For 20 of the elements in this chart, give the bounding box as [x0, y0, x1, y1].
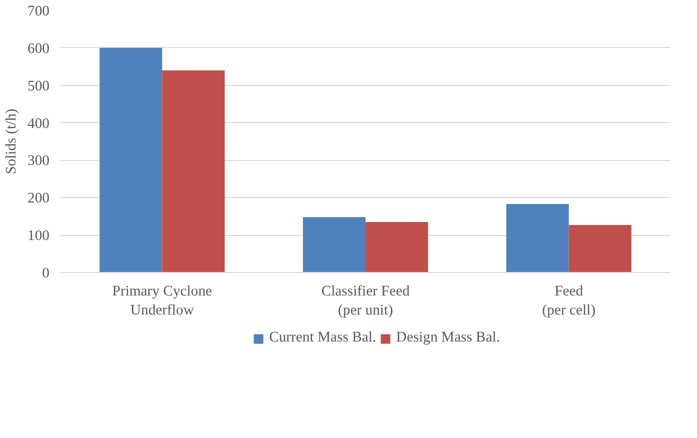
legend-label: Current Mass Bal.	[269, 330, 376, 346]
bar	[366, 222, 428, 272]
x-tick-label: Feed (per cell)	[542, 284, 596, 319]
x-tick-label: Classifier Feed (per unit)	[321, 284, 410, 319]
y-tick-label: 500	[28, 78, 50, 94]
y-tick-label: 300	[28, 153, 50, 170]
legend-label: Design Mass Bal.	[396, 330, 500, 346]
y-tick-label: 600	[28, 40, 50, 57]
bar	[302, 217, 366, 272]
y-tick-label: 700	[28, 4, 50, 20]
bar	[100, 48, 162, 272]
y-tick-label: 100	[28, 228, 50, 244]
bar	[568, 224, 632, 272]
x-tick-label: Primary Cyclone Underflow	[112, 284, 212, 319]
y-tick-label: 200	[28, 190, 50, 207]
y-axis-title: Solids (t/h)	[4, 108, 20, 174]
bar	[162, 70, 225, 272]
y-tick-label: 400	[28, 116, 50, 132]
bar	[506, 204, 569, 272]
y-tick-label: 0	[42, 266, 50, 282]
